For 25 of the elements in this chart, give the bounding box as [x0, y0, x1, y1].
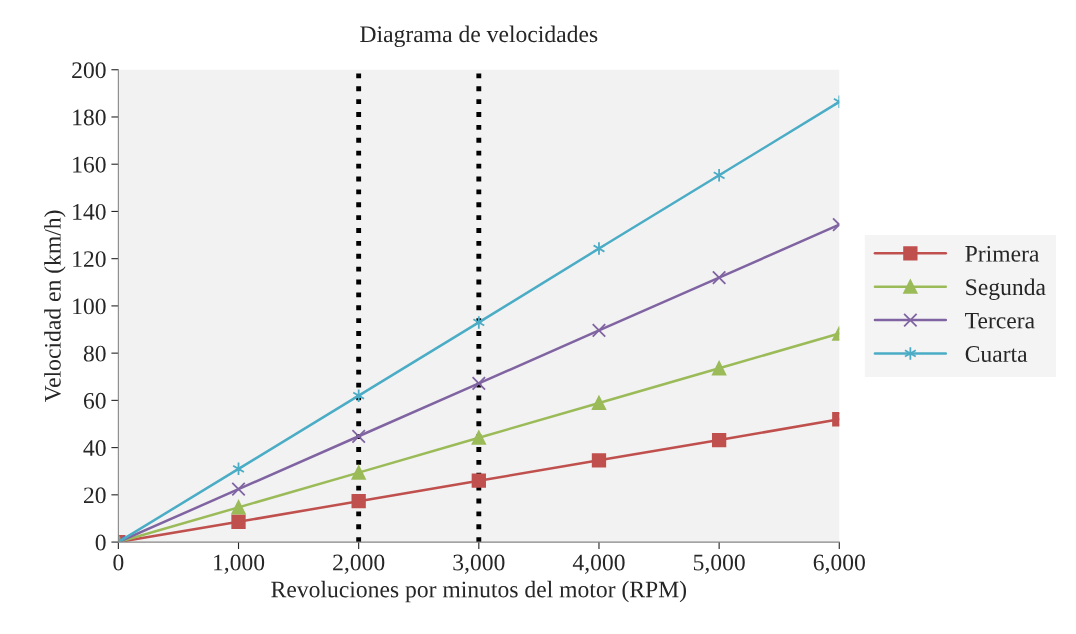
y-tick-label: 60: [83, 392, 106, 409]
y-tick-label: 120: [73, 251, 106, 268]
y-tick-label: 40: [83, 440, 106, 457]
legend-label: Tercera: [965, 312, 1035, 329]
x-tick-label: 2,000: [333, 554, 385, 574]
legend-label: Primera: [965, 245, 1040, 262]
x-axis-title: Revoluciones por minutos del motor (RPM): [271, 580, 686, 603]
x-tick-label: 5,000: [693, 554, 745, 574]
y-tick-label: 140: [73, 203, 106, 220]
x-tick-label: 6,000: [813, 554, 865, 574]
y-tick-label: 0: [95, 534, 106, 551]
x-tick-label: 4,000: [572, 554, 625, 574]
chart-title: Diagrama de velocidades: [360, 25, 598, 48]
legend-label: Cuarta: [965, 346, 1028, 362]
y-tick-label: 100: [73, 298, 106, 315]
y-tick-label: 160: [73, 156, 106, 173]
y-tick-label: 20: [83, 487, 106, 504]
x-tick-label: 3,000: [453, 554, 505, 574]
y-tick-label: 180: [73, 109, 106, 126]
x-tick-label: 1,000: [214, 554, 265, 574]
y-tick-label: 80: [83, 345, 106, 362]
x-tick-label: 0: [113, 554, 124, 571]
y-tick-label: 200: [72, 62, 106, 79]
y-axis-title: Velocidad en (km/h): [44, 210, 66, 403]
legend-label: Segunda: [966, 278, 1046, 301]
